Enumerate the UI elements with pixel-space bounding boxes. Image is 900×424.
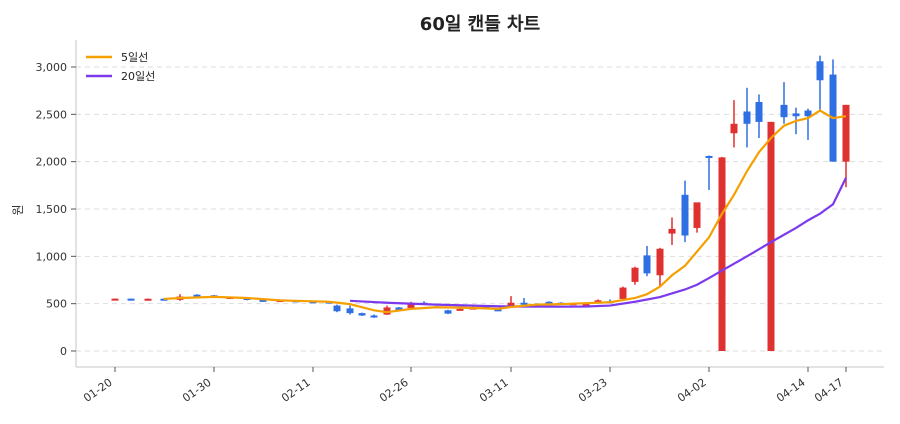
x-tick-label: 01-30	[180, 376, 214, 405]
candle	[383, 305, 391, 316]
y-tick-label: 3,000	[36, 61, 68, 74]
candle-body	[545, 301, 553, 304]
candle	[144, 298, 152, 301]
candle	[346, 305, 354, 315]
candle-body	[395, 307, 403, 311]
candle-body	[668, 228, 676, 234]
candle-body	[643, 255, 651, 274]
candle	[705, 155, 713, 191]
candle-body	[127, 298, 135, 301]
candle	[816, 55, 824, 110]
y-tick-label: 500	[46, 298, 67, 311]
candle	[656, 247, 664, 286]
candle-body	[718, 157, 726, 351]
legend-ma5-label: 5일선	[121, 50, 148, 64]
x-tick-label: 03-11	[477, 376, 511, 405]
x-tick-label: 02-11	[279, 376, 313, 405]
candle	[829, 59, 837, 162]
candle-body	[693, 202, 701, 228]
x-tick-label: 04-02	[675, 376, 709, 405]
candle-body	[346, 308, 354, 314]
candle	[520, 297, 528, 306]
candle-body	[259, 299, 267, 302]
ma5-line	[163, 109, 847, 314]
candle-body	[767, 121, 775, 352]
candle	[545, 301, 553, 304]
candle-body	[681, 194, 689, 236]
candle-body	[582, 303, 590, 306]
candle-body	[631, 267, 639, 282]
candle-body	[160, 298, 168, 301]
candle	[681, 180, 689, 243]
candle	[718, 156, 726, 351]
x-tick-label: 03-23	[576, 376, 610, 405]
x-tick-label: 04-14	[774, 376, 808, 405]
candle-body	[494, 309, 502, 312]
candle-body	[816, 61, 824, 81]
candle-body	[730, 123, 738, 134]
candle	[755, 94, 763, 138]
candle-body	[705, 155, 713, 158]
candle	[780, 82, 788, 124]
legend-ma20-label: 20일선	[121, 69, 155, 83]
candle	[743, 87, 751, 148]
candle	[456, 308, 464, 311]
candle-body	[755, 102, 763, 122]
candle-body	[444, 310, 452, 314]
candle	[730, 100, 738, 148]
y-tick-label: 2,000	[36, 156, 68, 169]
legend: 5일선 20일선	[86, 50, 155, 83]
candle-body	[619, 287, 627, 299]
x-tick-label: 04-17	[812, 376, 846, 405]
candle	[693, 202, 701, 233]
candle-body	[507, 302, 515, 308]
candle-body	[333, 305, 341, 312]
candle-body	[792, 113, 800, 117]
candle	[643, 245, 651, 277]
candle-body	[456, 308, 464, 311]
x-axis-ticks: 01-20 01-30 02-11 02-26 03-11 03-23 04-02 04-14…	[81, 367, 847, 405]
x-tick-label: 02-26	[377, 376, 411, 405]
candle-body	[407, 302, 415, 308]
y-tick-label: 1,500	[36, 203, 68, 216]
y-axis-ticks: 0 500 1,000 1,500 2,000 2,500 3,000	[36, 61, 76, 358]
candle	[619, 286, 627, 300]
candle	[804, 108, 812, 140]
axes	[75, 40, 884, 368]
x-tick-label: 01-20	[81, 376, 115, 405]
candle-body	[743, 111, 751, 124]
candle	[444, 309, 452, 315]
candle-body	[383, 307, 391, 315]
candle-body	[804, 110, 812, 117]
candle-body	[370, 315, 378, 318]
candle	[111, 298, 119, 301]
candle-body	[520, 302, 528, 305]
candle-body	[144, 298, 152, 301]
chart-title: 60일 캔들 차트	[420, 14, 540, 35]
candle	[767, 121, 775, 352]
candle-body	[594, 300, 602, 303]
candle-body	[193, 294, 201, 297]
candle	[370, 314, 378, 318]
candle	[842, 104, 850, 188]
y-tick-label: 1,000	[36, 250, 68, 263]
candle	[127, 298, 135, 301]
ma20-line	[349, 177, 847, 308]
candle-body	[780, 104, 788, 118]
y-tick-label: 2,500	[36, 108, 68, 121]
candle-body	[358, 313, 366, 316]
candle	[333, 304, 341, 313]
candle	[358, 312, 366, 316]
candle-body	[656, 248, 664, 276]
y-tick-label: 0	[60, 345, 67, 358]
candle	[631, 266, 639, 285]
y-axis-label: 원	[11, 204, 25, 215]
candle-body	[111, 298, 119, 301]
candle-body	[842, 104, 850, 162]
candle	[668, 217, 676, 245]
candle	[193, 294, 201, 297]
